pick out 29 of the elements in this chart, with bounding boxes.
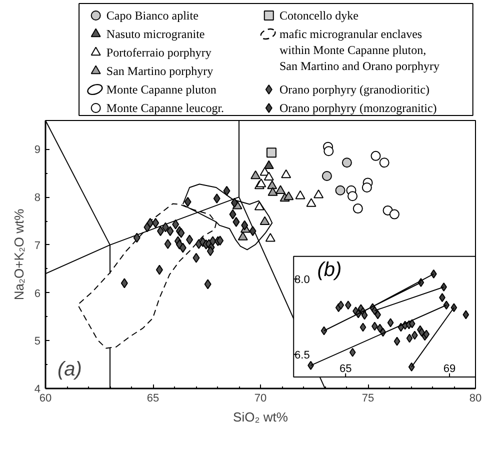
y-tick-label: 9: [34, 144, 41, 156]
x-tick-label: 75: [362, 392, 374, 404]
x-tick-label: 65: [339, 363, 352, 376]
y-tick-label: 6: [34, 288, 41, 300]
x-tick-label: 69: [443, 363, 456, 376]
x-axis-title: SiO₂ wt%: [233, 410, 288, 424]
legend-label: Orano porphyry (monzogranitic): [279, 101, 437, 115]
annotation: (a): [58, 358, 82, 380]
x-tick-label: 60: [39, 392, 52, 404]
y-tick-label: 4: [34, 384, 41, 396]
y-axis-title: Na₂O+K₂O wt%: [11, 208, 26, 300]
y-tick-label: 8.0: [294, 274, 310, 286]
legend-label: Monte Capanne pluton: [106, 82, 216, 96]
legend-label: Capo Bianco aplite: [106, 8, 198, 22]
y-tick-label: 5: [34, 336, 41, 348]
y-tick-label: 8: [34, 192, 41, 204]
x-tick-label: 80: [469, 392, 482, 404]
legend-label: Cotoncello dyke: [279, 8, 358, 22]
legend-label: Nasuto microgranite: [106, 27, 205, 41]
legend-label: San Martino porphyry: [106, 64, 214, 78]
legend-label: mafic microgranular enclaves within Monte Capanne pluton, San Martino and Orano porphyry: [279, 27, 440, 74]
x-tick-label: 70: [254, 392, 267, 404]
annotation: (b): [317, 258, 342, 281]
legend-label: Portoferraio porphyry: [106, 46, 212, 60]
y-tick-label: 6.5: [294, 349, 310, 362]
legend-label: Monte Capanne leucogr.: [106, 101, 224, 115]
y-tick-label: 7: [34, 240, 41, 252]
legend-label: Orano porphyry (granodioritic): [279, 82, 430, 96]
x-tick-label: 65: [146, 392, 160, 404]
